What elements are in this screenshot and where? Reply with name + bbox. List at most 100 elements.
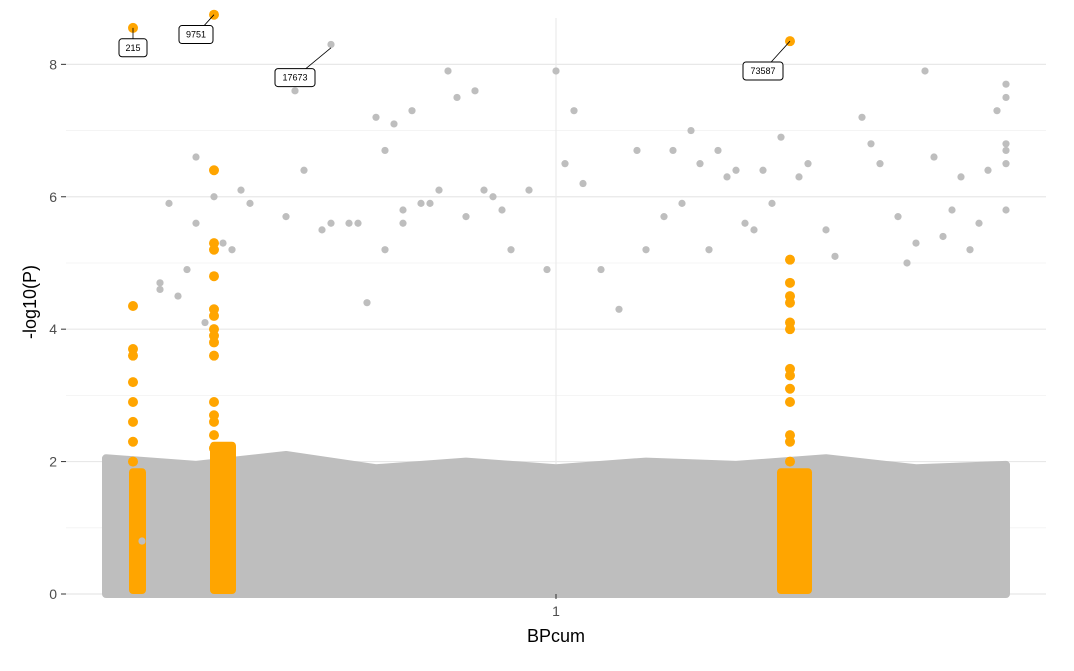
data-point (633, 146, 641, 155)
data-point (984, 166, 992, 174)
data-point (471, 87, 479, 95)
data-point (237, 186, 245, 194)
highlighted-point (785, 456, 795, 467)
data-point (1002, 160, 1010, 168)
x-axis-title: BPcum (527, 626, 585, 646)
label-text: 215 (125, 43, 140, 53)
data-point (1002, 146, 1010, 155)
data-point (210, 193, 218, 201)
data-point (822, 226, 830, 234)
data-point (579, 179, 587, 188)
highlighted-point (128, 456, 138, 467)
data-point (318, 226, 326, 234)
data-point (192, 219, 200, 227)
data-point (696, 160, 704, 168)
data-point (498, 206, 506, 214)
data-point (417, 199, 425, 207)
data-point (138, 537, 146, 545)
highlighted-point (209, 350, 219, 361)
highlighted-point (209, 337, 219, 348)
data-point (453, 93, 461, 102)
highlighted-point (209, 430, 219, 441)
data-point (372, 113, 380, 121)
data-point (480, 186, 488, 194)
data-point (1002, 140, 1010, 148)
highlight-band (777, 468, 812, 594)
data-point (831, 252, 839, 260)
data-point (363, 299, 371, 307)
highlighted-point (785, 324, 795, 335)
data-point (939, 232, 947, 241)
data-point (282, 213, 290, 221)
x-tick-label: 1 (552, 603, 560, 619)
label-text: 9751 (186, 30, 206, 40)
data-point (300, 166, 308, 174)
highlighted-point (209, 416, 219, 427)
data-point (732, 166, 740, 174)
y-tick-label: 2 (49, 454, 57, 470)
point-label: 17673 (274, 47, 332, 88)
highlighted-point (785, 370, 795, 381)
highlighted-point (785, 297, 795, 308)
data-point (975, 219, 983, 227)
data-point (903, 259, 911, 267)
data-point (192, 153, 200, 161)
highlighted-point (785, 436, 795, 447)
highlighted-point (128, 301, 138, 311)
ticks-layer: 0 2 4 6 8 1 (49, 56, 560, 619)
label-box (178, 25, 214, 45)
data-point (435, 186, 443, 194)
annotations-layer: 215 9751 17673 73587 (118, 14, 791, 88)
data-point (228, 246, 236, 254)
highlighted-point (785, 383, 795, 394)
data-point (444, 67, 452, 75)
data-point (615, 305, 623, 313)
data-point (660, 213, 668, 221)
data-point (894, 213, 902, 221)
highlighted-point (128, 350, 138, 361)
data-point (1002, 80, 1010, 88)
data-point (219, 239, 227, 247)
data-point (768, 199, 776, 207)
data-point (723, 173, 731, 181)
points-layer (128, 9, 1010, 545)
y-tick-label: 8 (49, 56, 57, 72)
data-point (669, 146, 677, 155)
data-point (399, 219, 407, 227)
data-point (705, 246, 713, 254)
data-point (1002, 93, 1010, 102)
highlighted-point (209, 244, 219, 255)
data-point (408, 107, 416, 115)
highlighted-point (785, 397, 795, 407)
highlight-band (210, 441, 236, 594)
data-point (174, 292, 182, 300)
data-point (201, 318, 209, 327)
data-point (741, 219, 749, 227)
y-axis-title: -log10(P) (20, 265, 40, 339)
data-point (642, 246, 650, 254)
data-point (687, 126, 695, 135)
data-point (804, 160, 812, 168)
data-point (381, 246, 389, 254)
data-point (246, 199, 254, 207)
data-point (876, 160, 884, 168)
dense-point-cloud (102, 450, 1010, 598)
data-point (489, 193, 497, 201)
highlighted-point (209, 310, 219, 321)
label-box (274, 68, 316, 88)
data-point (345, 219, 353, 227)
data-point (561, 160, 569, 168)
data-point (291, 87, 299, 95)
data-point (678, 199, 686, 207)
highlighted-point (128, 416, 138, 427)
data-point (966, 246, 974, 254)
label-text: 17673 (282, 73, 307, 83)
data-point (930, 153, 938, 161)
data-point (570, 107, 578, 115)
data-point (390, 120, 398, 128)
label-box (742, 61, 784, 81)
highlighted-point (128, 377, 138, 388)
highlighted-point (785, 277, 795, 288)
data-point (165, 199, 173, 207)
data-point (921, 67, 929, 75)
